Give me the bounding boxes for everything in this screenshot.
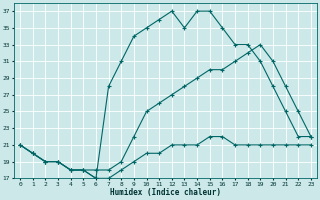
X-axis label: Humidex (Indice chaleur): Humidex (Indice chaleur) bbox=[110, 188, 221, 197]
